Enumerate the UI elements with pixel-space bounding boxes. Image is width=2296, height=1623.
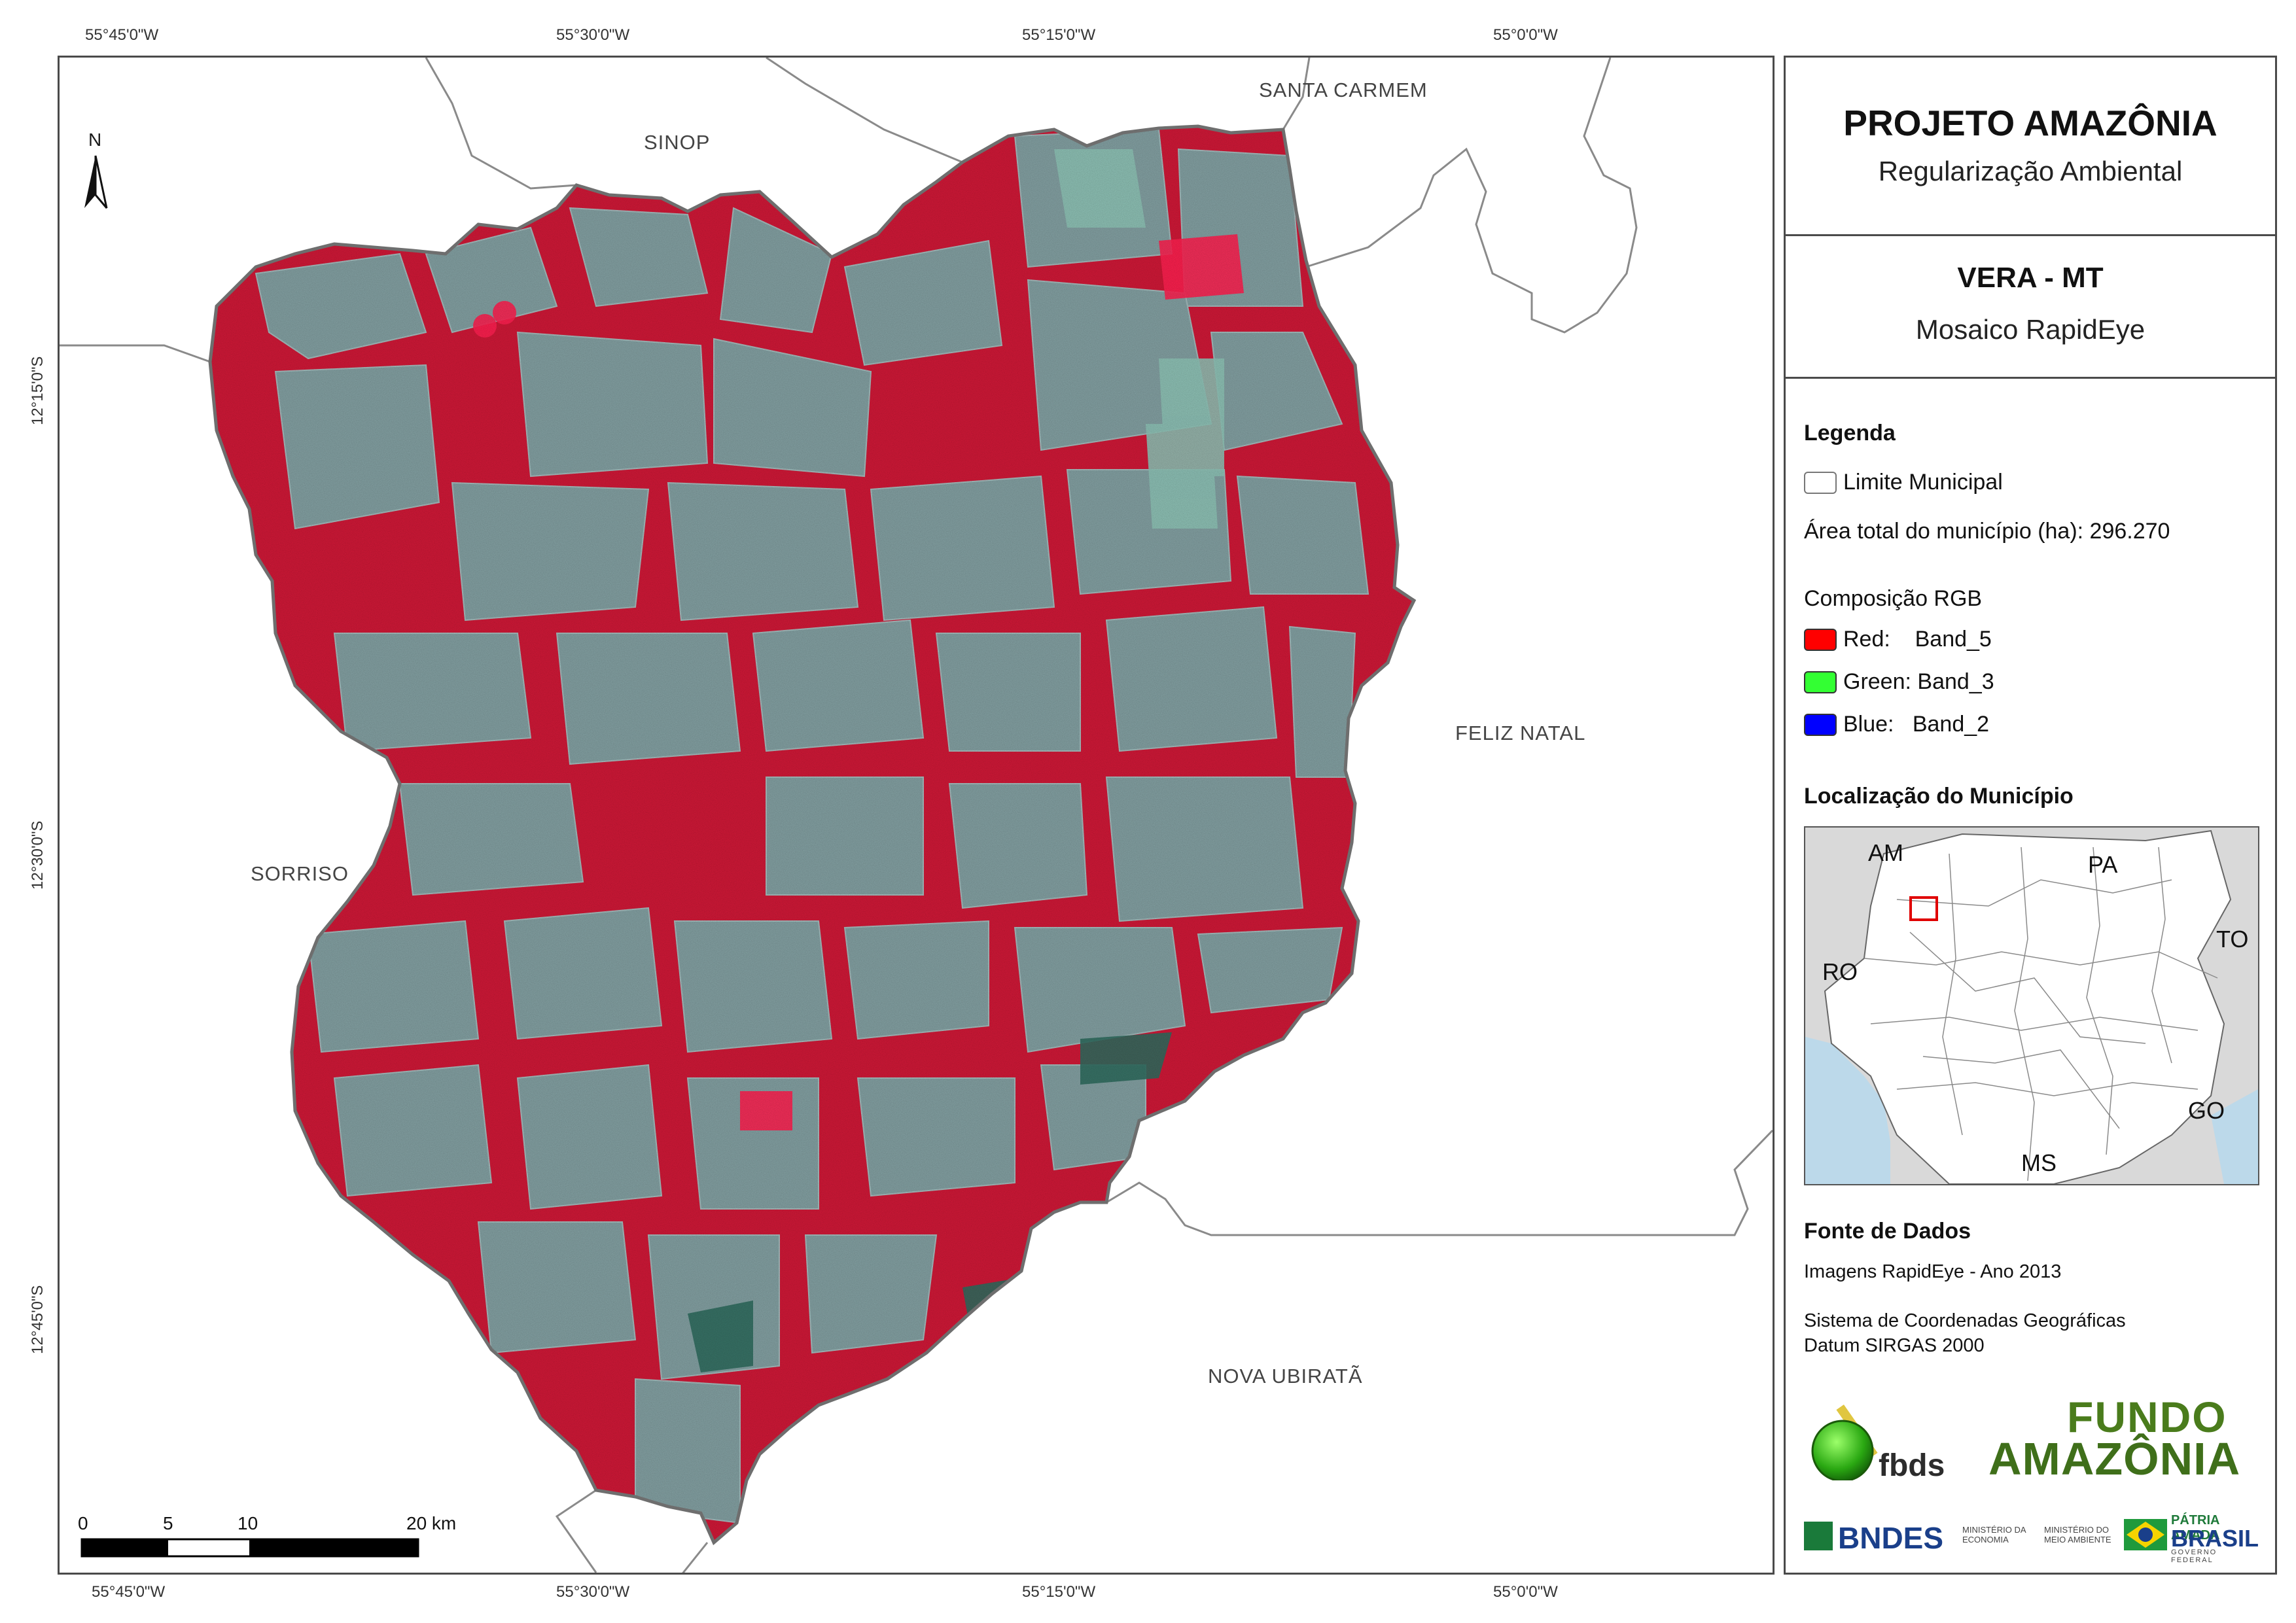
blue-band-swatch — [1804, 714, 1837, 736]
sources-crs: Sistema de Coordenadas Geográficas — [1804, 1310, 2126, 1331]
legend-green-band: Green: Band_3 — [1843, 669, 1994, 694]
lat-label: 12°45'0"S — [29, 1285, 46, 1354]
bndes-icon — [1804, 1522, 1833, 1550]
lon-label-top: 55°0'0"W — [1493, 26, 1558, 44]
ministerio-meio-ambiente: MINISTÉRIO DO MEIO AMBIENTE — [2044, 1525, 2111, 1544]
location-inset-map: AM PA RO TO GO MS — [1804, 826, 2259, 1185]
legend-boundary: Limite Municipal — [1843, 470, 2003, 495]
red-band-swatch — [1804, 629, 1837, 651]
divider — [1786, 377, 2275, 379]
project-title: PROJETO AMAZÔNIA — [1843, 103, 2217, 143]
state-label-ro: RO — [1822, 958, 1858, 985]
state-label-go: GO — [2188, 1097, 2225, 1124]
lat-label: 12°30'0"S — [29, 820, 46, 890]
lon-label-top: 55°45'0"W — [85, 26, 159, 44]
neighbor-sinop: SINOP — [644, 131, 711, 154]
bndes-logo: BNDES — [1804, 1516, 1948, 1556]
legend-red-band: Red: Band_5 — [1843, 627, 1992, 652]
ministerio-economia: MINISTÉRIO DA ECONOMIA — [1962, 1525, 2026, 1544]
patria-amada-logo: PÁTRIA AMADA BRASIL GOVERNO FEDERAL — [2123, 1512, 2260, 1564]
state-label-ms: MS — [2021, 1149, 2057, 1176]
fundo-logo-line2: AMAZÔNIA — [1988, 1433, 2241, 1484]
brasil-text: BRASIL — [2171, 1525, 2259, 1552]
neighbor-santa-carmem: SANTA CARMEM — [1259, 79, 1428, 101]
legend-heading: Legenda — [1804, 421, 1896, 445]
project-subtitle: Regularização Ambiental — [1878, 156, 2183, 186]
product-title: Mosaico RapidEye — [1915, 314, 2146, 345]
north-label: N — [88, 130, 102, 150]
neighbor-sorriso: SORRISO — [251, 862, 349, 885]
scale-bar — [80, 1538, 419, 1558]
fbds-logo-text: fbds — [1879, 1448, 1945, 1483]
boundary-swatch — [1804, 472, 1837, 494]
state-label-to: TO — [2216, 926, 2249, 952]
sources-datum: Datum SIRGAS 2000 — [1804, 1335, 1985, 1356]
scale-label: 5 — [163, 1513, 173, 1533]
lon-label-top: 55°30'0"W — [556, 26, 630, 44]
patria-amada-text: PÁTRIA AMADA — [2171, 1513, 2220, 1543]
sources-heading: Fonte de Dados — [1804, 1219, 1971, 1244]
brazil-flag-icon — [2124, 1519, 2167, 1550]
scale-label: 20 km — [406, 1513, 457, 1533]
lon-label-bottom: 55°30'0"W — [556, 1583, 630, 1601]
bndes-logo-text: BNDES — [1838, 1521, 1944, 1555]
location-heading: Localização do Município — [1804, 784, 2074, 809]
fbds-logo-icon — [1811, 1405, 1878, 1482]
lon-label-bottom: 55°45'0"W — [92, 1583, 166, 1601]
municipal-boundary — [208, 124, 1417, 1546]
rgb-heading: Composição RGB — [1804, 586, 1983, 611]
legend-blue-band: Blue: Band_2 — [1843, 712, 1990, 737]
municipality-title: VERA - MT — [1957, 262, 2104, 294]
info-panel: PROJETO AMAZÔNIA Regularização Ambiental… — [1784, 56, 2277, 1575]
map-canvas — [60, 58, 1773, 1573]
scale-label: 0 — [78, 1513, 88, 1533]
lon-label-bottom: 55°15'0"W — [1022, 1583, 1096, 1601]
fundo-amazonia-logo: FUNDO AMAZÔNIA — [1982, 1392, 2257, 1484]
fundo-logo-line1: FUNDO — [2067, 1393, 2227, 1441]
neighbor-feliz-natal: FELIZ NATAL — [1455, 722, 1586, 744]
green-band-swatch — [1804, 671, 1837, 693]
divider — [1786, 234, 2275, 236]
map-frame: N SINOP SANTA CARMEM FELIZ NATAL SORRISO… — [58, 56, 1775, 1575]
state-label-am: AM — [1868, 839, 1903, 866]
neighbor-boundaries — [60, 58, 1773, 1573]
north-arrow-icon — [84, 155, 108, 209]
neighbor-nova-ubirata: NOVA UBIRATÃ — [1208, 1365, 1363, 1387]
lon-label-bottom: 55°0'0"W — [1493, 1583, 1558, 1601]
scale-label: 10 — [238, 1513, 258, 1533]
state-label-pa: PA — [2088, 851, 2118, 878]
fbds-logo: fbds — [1807, 1395, 1957, 1483]
governo-federal-text: GOVERNO FEDERAL — [2171, 1548, 2217, 1564]
lon-label-top: 55°15'0"W — [1022, 26, 1096, 44]
lat-label: 12°15'0"S — [29, 356, 46, 425]
sources-images: Imagens RapidEye - Ano 2013 — [1804, 1261, 2062, 1282]
inset-canvas — [1805, 829, 2258, 1184]
legend-area: Área total do município (ha): 296.270 — [1804, 519, 2170, 544]
